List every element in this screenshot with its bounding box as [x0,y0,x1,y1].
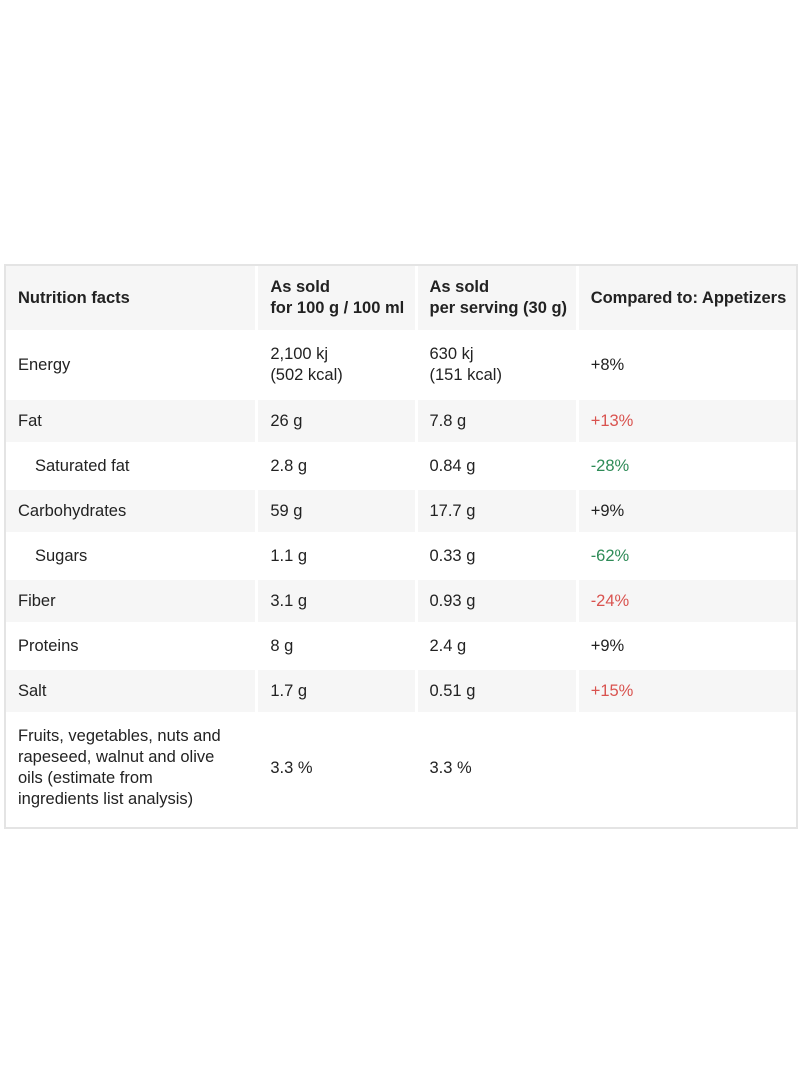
nutrient-name: Fiber [6,580,256,622]
header-per-100g-label: for 100 g / 100 ml [270,299,405,317]
value-per-100g: 1.1 g [258,535,415,577]
nutrient-name: Salt [6,670,256,712]
compare-value: -28% [578,445,796,487]
value-per-100g: 26 g [258,400,415,442]
compare-value [578,715,796,821]
table-row-sugars: Sugars 1.1 g 0.33 g -62% [6,535,796,577]
value-per-100g: 3.1 g [258,580,415,622]
value-kj: 2,100 kj [270,345,329,363]
nutrition-table: Nutrition facts As sold for 100 g / 100 … [3,263,799,824]
value-per-serving: 0.51 g [417,670,576,712]
value-per-serving: 2.4 g [417,625,576,667]
nutrient-name: Fat [6,400,256,442]
header-nutrition-facts: Nutrition facts [6,266,256,330]
nutrient-name: Saturated fat [6,445,256,487]
value-kj: 630 kj [429,345,474,363]
nutrient-name: Fruits, vegetables, nuts and rapeseed, w… [6,715,256,821]
value-per-serving: 630 kj (151 kcal) [417,333,576,397]
compare-value: +13% [578,400,796,442]
nutrient-name: Energy [6,333,256,397]
value-kcal: (151 kcal) [429,366,502,384]
nutrient-name: Proteins [6,625,256,667]
header-as-sold-label: As sold [270,278,330,296]
header-compared-to: Compared to: Appetizers [578,266,796,330]
table-row-energy: Energy 2,100 kj (502 kcal) 630 kj (151 k… [6,333,796,397]
table-row-fiber: Fiber 3.1 g 0.93 g -24% [6,580,796,622]
nutrition-facts-table: Nutrition facts As sold for 100 g / 100 … [4,264,798,829]
compare-value: +9% [578,625,796,667]
header-as-sold-label: As sold [429,278,490,296]
value-per-100g: 3.3 % [258,715,415,821]
table-row-proteins: Proteins 8 g 2.4 g +9% [6,625,796,667]
value-kcal: (502 kcal) [270,366,343,384]
compare-value: +9% [578,490,796,532]
table-header-row: Nutrition facts As sold for 100 g / 100 … [6,266,796,330]
nutrient-name-line: ingredients list analysis) [18,790,194,808]
compare-value: +15% [578,670,796,712]
compare-value: +8% [578,333,796,397]
table-row-fat: Fat 26 g 7.8 g +13% [6,400,796,442]
value-per-serving: 0.84 g [417,445,576,487]
value-per-100g: 2.8 g [258,445,415,487]
table-row-carbohydrates: Carbohydrates 59 g 17.7 g +9% [6,490,796,532]
table-row-fruits-vegetables-nuts: Fruits, vegetables, nuts and rapeseed, w… [6,715,796,821]
value-per-serving: 0.93 g [417,580,576,622]
nutrient-name: Carbohydrates [6,490,256,532]
compare-value: -62% [578,535,796,577]
nutrient-name-line: oils (estimate from [18,769,153,787]
value-per-serving: 7.8 g [417,400,576,442]
value-per-serving: 17.7 g [417,490,576,532]
compare-value: -24% [578,580,796,622]
nutrient-name-line: Fruits, vegetables, nuts and [18,727,221,745]
value-per-100g: 59 g [258,490,415,532]
header-as-sold-per-serving: As sold per serving (30 g) [417,266,576,330]
value-per-100g: 8 g [258,625,415,667]
header-as-sold-per-100g: As sold for 100 g / 100 ml [258,266,415,330]
value-per-100g: 1.7 g [258,670,415,712]
nutrient-name-line: rapeseed, walnut and olive [18,748,215,766]
table-row-saturated-fat: Saturated fat 2.8 g 0.84 g -28% [6,445,796,487]
value-per-100g: 2,100 kj (502 kcal) [258,333,415,397]
table-row-salt: Salt 1.7 g 0.51 g +15% [6,670,796,712]
value-per-serving: 0.33 g [417,535,576,577]
header-per-serving-label: per serving (30 g) [429,299,568,317]
value-per-serving: 3.3 % [417,715,576,821]
nutrient-name: Sugars [6,535,256,577]
